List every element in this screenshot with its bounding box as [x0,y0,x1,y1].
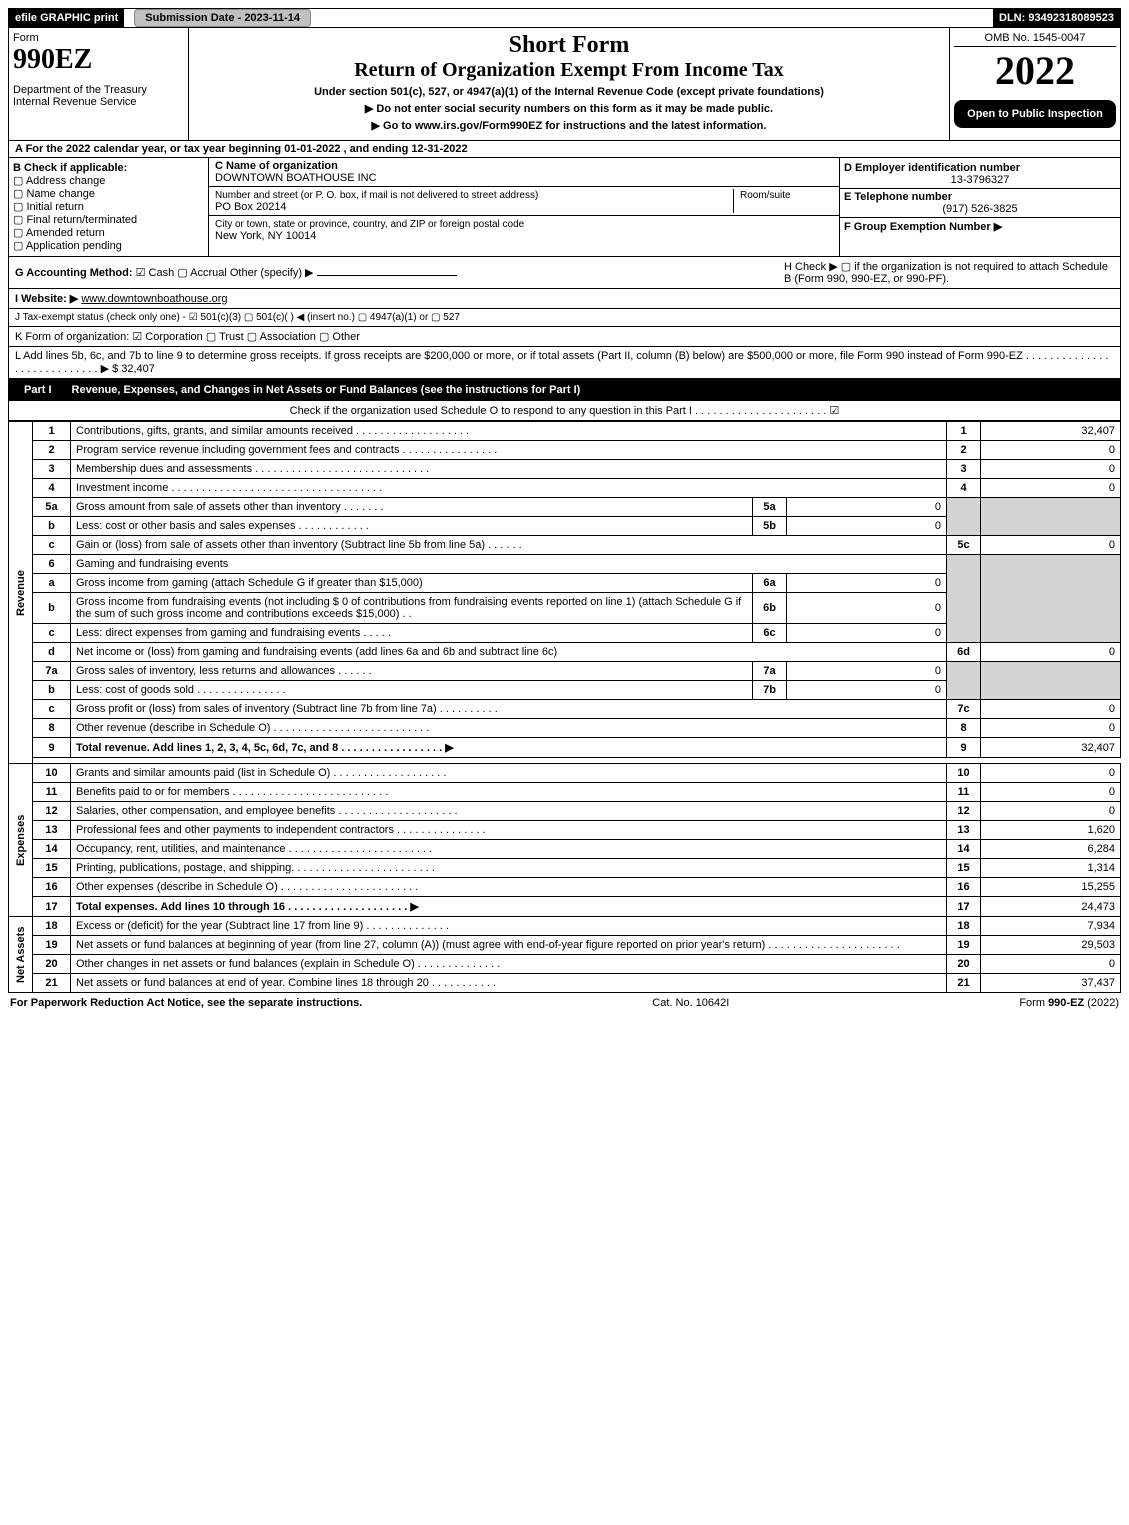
line-1-val: 32,407 [981,422,1121,441]
table-row: 9Total revenue. Add lines 1, 2, 3, 4, 5c… [9,738,1121,758]
table-row: 12Salaries, other compensation, and empl… [9,802,1121,821]
g-accounting-method: G Accounting Method: Cash Accrual Other … [15,266,457,279]
city-state-zip: New York, NY 10014 [215,230,316,242]
goto-note: ▶ Go to www.irs.gov/Form990EZ for instru… [193,119,945,132]
chk-amended-return[interactable]: Amended return [13,226,204,239]
table-row: 11Benefits paid to or for members . . . … [9,783,1121,802]
col-c-name-address: C Name of organization DOWNTOWN BOATHOUS… [209,158,840,256]
footer-left: For Paperwork Reduction Act Notice, see … [10,997,362,1009]
b-label: B Check if applicable: [13,162,127,174]
chk-final-return[interactable]: Final return/terminated [13,213,204,226]
website-link[interactable]: www.downtownboathouse.org [81,293,227,305]
table-row: 8Other revenue (describe in Schedule O) … [9,719,1121,738]
f-label: F Group Exemption Number ▶ [844,221,1002,233]
footer-right: Form 990-EZ (2022) [1019,997,1119,1009]
table-row: 16Other expenses (describe in Schedule O… [9,878,1121,897]
table-row: 5aGross amount from sale of assets other… [9,498,1121,517]
line-1-tag: 1 [947,422,981,441]
form-header: Form 990EZ Department of the Treasury In… [8,28,1121,141]
table-row: Expenses 10Grants and similar amounts pa… [9,764,1121,783]
table-row: 6Gaming and fundraising events [9,555,1121,574]
form-word: Form [13,32,184,44]
submission-date-cell: Submission Date - 2023-11-14 [124,9,317,27]
chk-name-change[interactable]: Name change [13,187,204,200]
efile-label: efile GRAPHIC print [9,9,124,27]
year-cell: OMB No. 1545-0047 2022 Open to Public In… [950,28,1120,140]
phone-value: (917) 526-3825 [844,203,1116,215]
table-row: 4Investment income . . . . . . . . . . .… [9,479,1121,498]
chk-initial-return[interactable]: Initial return [13,200,204,213]
col-b-checkboxes: B Check if applicable: Address change Na… [9,158,209,256]
table-row: 15Printing, publications, postage, and s… [9,859,1121,878]
row-l-gross-receipts: L Add lines 5b, 6c, and 7b to line 9 to … [8,347,1121,379]
footer-mid: Cat. No. 10642I [652,997,729,1009]
org-name: DOWNTOWN BOATHOUSE INC [215,172,377,184]
expenses-side-label: Expenses [9,764,33,917]
col-d-e-f: D Employer identification number 13-3796… [840,158,1120,256]
part-1-label: Part I [14,382,62,398]
table-row: 3Membership dues and assessments . . . .… [9,460,1121,479]
row-i-website: I Website: ▶ www.downtownboathouse.org [8,289,1121,309]
row-j-tax-exempt: J Tax-exempt status (check only one) - ☑… [8,309,1121,327]
row-g-h: G Accounting Method: Cash Accrual Other … [8,257,1121,289]
return-title: Return of Organization Exempt From Incom… [193,59,945,82]
form-number: 990EZ [13,44,184,76]
addr-label: Number and street (or P. O. box, if mail… [215,190,538,201]
security-note: ▶ Do not enter social security numbers o… [193,102,945,115]
table-row: 19Net assets or fund balances at beginni… [9,936,1121,955]
line-1-desc: Contributions, gifts, grants, and simila… [71,422,947,441]
revenue-side-label: Revenue [9,422,33,764]
form-title-cell: Short Form Return of Organization Exempt… [189,28,950,140]
table-row: 7aGross sales of inventory, less returns… [9,662,1121,681]
table-row: 17Total expenses. Add lines 10 through 1… [9,897,1121,917]
city-label: City or town, state or province, country… [215,219,524,230]
table-row: Net Assets 18Excess or (deficit) for the… [9,917,1121,936]
e-label: E Telephone number [844,191,952,203]
c-label: C Name of organization [215,160,338,172]
page-footer: For Paperwork Reduction Act Notice, see … [8,993,1121,1013]
table-row: 2Program service revenue including gover… [9,441,1121,460]
ein-value: 13-3796327 [844,174,1116,186]
table-row: 14Occupancy, rent, utilities, and mainte… [9,840,1121,859]
top-bar: efile GRAPHIC print Submission Date - 20… [8,8,1121,28]
d-label: D Employer identification number [844,162,1020,174]
address: PO Box 20214 [215,201,287,213]
submission-date-button[interactable]: Submission Date - 2023-11-14 [134,9,311,27]
table-row: 13Professional fees and other payments t… [9,821,1121,840]
part-1-title: Revenue, Expenses, and Changes in Net As… [72,384,1115,396]
table-row: 21Net assets or fund balances at end of … [9,974,1121,993]
table-row: cGross profit or (loss) from sales of in… [9,700,1121,719]
part-1-check: Check if the organization used Schedule … [8,401,1121,421]
line-1-no: 1 [33,422,71,441]
omb-number: OMB No. 1545-0047 [954,32,1116,47]
dln-label: DLN: 93492318089523 [993,9,1120,27]
table-row: cGain or (loss) from sale of assets othe… [9,536,1121,555]
tax-year: 2022 [954,47,1116,94]
room-label: Room/suite [740,190,791,201]
under-section-text: Under section 501(c), 527, or 4947(a)(1)… [193,86,945,98]
chk-cash[interactable]: Cash [136,267,175,279]
open-to-public-box: Open to Public Inspection [954,100,1116,128]
chk-accrual[interactable]: Accrual [177,267,227,279]
net-assets-side-label: Net Assets [9,917,33,993]
short-form-title: Short Form [193,32,945,59]
other-specify: Other (specify) ▶ [230,267,314,279]
form-id-cell: Form 990EZ Department of the Treasury In… [9,28,189,140]
row-k-form-org: K Form of organization: ☑ Corporation ▢ … [8,327,1121,347]
table-row: dNet income or (loss) from gaming and fu… [9,643,1121,662]
chk-address-change[interactable]: Address change [13,174,204,187]
row-a-tax-year: A For the 2022 calendar year, or tax yea… [8,141,1121,158]
section-b-to-f: B Check if applicable: Address change Na… [8,158,1121,257]
h-note: H Check ▶ ▢ if the organization is not r… [784,260,1114,285]
part-1-header: Part I Revenue, Expenses, and Changes in… [8,379,1121,401]
lines-table: Revenue 1 Contributions, gifts, grants, … [8,421,1121,993]
table-row: 20Other changes in net assets or fund ba… [9,955,1121,974]
table-row: Revenue 1 Contributions, gifts, grants, … [9,422,1121,441]
department-label: Department of the Treasury Internal Reve… [13,84,184,108]
chk-application-pending[interactable]: Application pending [13,239,204,252]
